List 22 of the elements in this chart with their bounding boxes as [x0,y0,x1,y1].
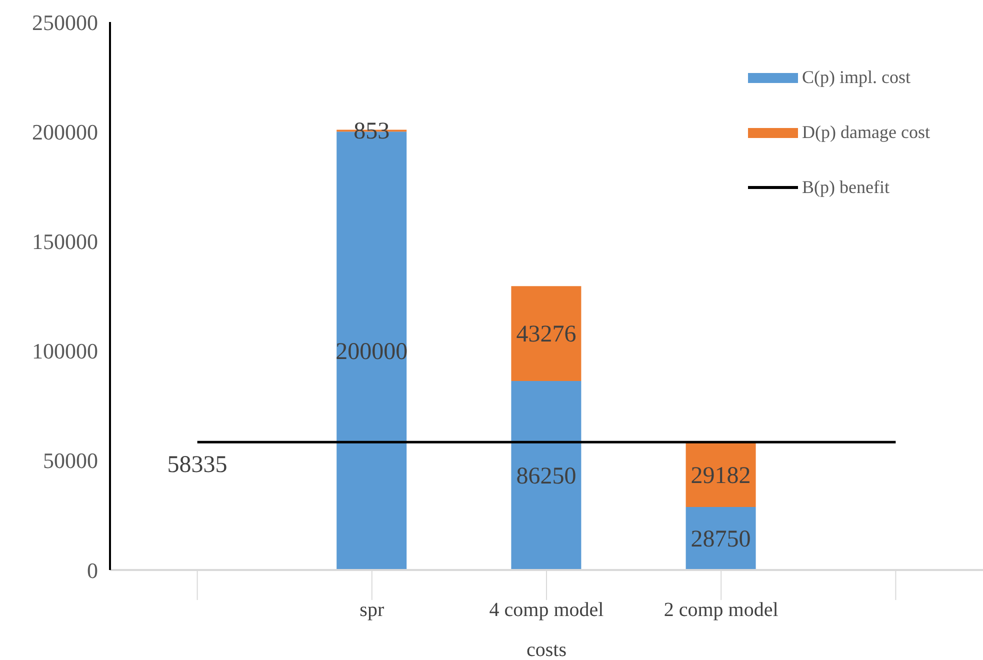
y-tick-label: 100000 [32,338,98,364]
x-tick-label: 4 comp model [489,599,604,622]
data-label: 29182 [690,462,751,489]
legend-label: D(p) damage cost [802,122,930,143]
data-label: 58335 [167,452,228,478]
legend-label: B(p) benefit [802,177,890,198]
x-axis-title: costs [526,639,567,660]
data-label: 43276 [516,322,576,348]
bar [686,443,756,507]
y-tick-label: 150000 [32,229,98,254]
bar [511,286,582,381]
bar [686,506,756,570]
y-tick-label: 200000 [32,119,98,144]
data-label: 28750 [690,526,751,552]
x-tick-label: spr [360,599,384,622]
x-tick-label: 2 comp model [664,599,779,622]
y-tick-label: 250000 [32,10,98,35]
y-tick-label: 50000 [43,448,98,474]
legend-label: C(p) impl. cost [802,67,910,88]
data-label: 86250 [516,463,576,490]
y-tick-label: 0 [87,558,98,583]
bar [511,380,582,570]
